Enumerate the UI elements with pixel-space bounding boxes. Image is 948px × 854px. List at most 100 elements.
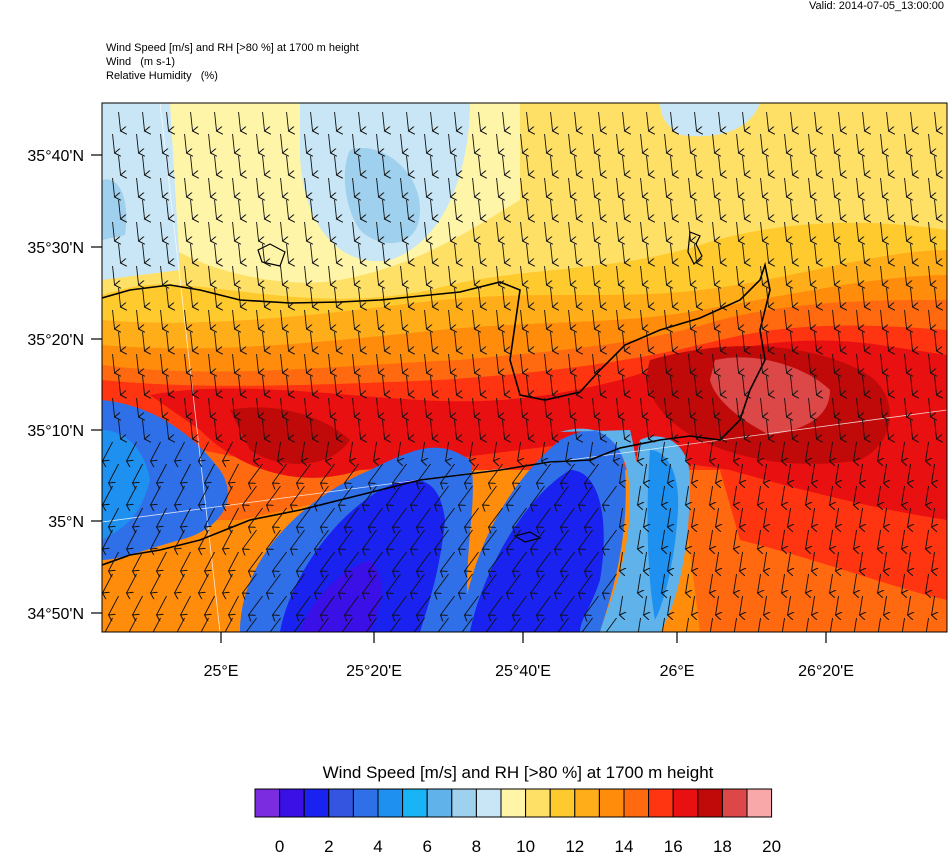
wind-arrow xyxy=(808,397,811,417)
colorbar-swatch xyxy=(525,788,551,818)
wind-arrow xyxy=(181,463,191,483)
wind-arrow xyxy=(640,265,643,285)
wind-arrow xyxy=(574,111,577,131)
wind-arrow xyxy=(382,199,385,219)
wind-arrow xyxy=(485,617,497,632)
wind-arrow xyxy=(880,265,883,285)
wind-arrow xyxy=(526,331,529,351)
wind-arrow xyxy=(902,573,905,593)
wind-arrow xyxy=(208,177,211,197)
wind-arrow xyxy=(424,353,427,373)
wind-arrow xyxy=(448,397,451,417)
wind-arrow xyxy=(166,111,169,131)
wind-arrow xyxy=(417,463,431,483)
wind-arrow xyxy=(400,221,403,241)
wind-arrow xyxy=(224,617,233,632)
wind-arrow xyxy=(208,309,211,329)
wind-arrow xyxy=(856,133,859,153)
wind-arrow xyxy=(934,243,937,263)
lon-label: 25°40'E xyxy=(495,663,551,680)
wind-arrow xyxy=(646,375,649,395)
wind-arrow xyxy=(544,221,547,241)
wind-arrow xyxy=(664,177,667,197)
wind-arrow xyxy=(280,177,283,197)
wind-arrow xyxy=(441,595,455,615)
wind-arrow xyxy=(430,243,433,263)
colorbar-tick-label: 10 xyxy=(516,837,535,854)
wind-arrow xyxy=(496,177,499,197)
wind-arrow xyxy=(878,573,881,593)
wind-arrow xyxy=(509,617,521,632)
wind-arrow xyxy=(520,177,523,197)
wind-arrow xyxy=(520,133,523,153)
wind-arrow xyxy=(208,133,211,153)
wind-arrow xyxy=(758,529,761,549)
wind-arrow xyxy=(411,529,425,549)
wind-arrow xyxy=(376,133,379,153)
wind-arrow xyxy=(223,573,233,593)
wind-arrow xyxy=(321,463,335,483)
wind-arrow xyxy=(109,463,119,483)
wind-arrow xyxy=(832,221,835,241)
colorbar-tick-label: 16 xyxy=(664,837,683,854)
wind-arrow xyxy=(142,199,145,219)
wind-arrow xyxy=(686,529,689,549)
wind-arrow xyxy=(908,595,911,615)
wind-arrow xyxy=(208,265,211,285)
wind-arrow xyxy=(310,199,313,219)
wind-arrow xyxy=(280,133,283,153)
wind-arrow xyxy=(286,199,289,219)
wind-arrow xyxy=(886,243,889,263)
wind-arrow xyxy=(568,221,571,241)
wind-arrow xyxy=(764,595,767,615)
wind-arrow xyxy=(465,507,479,527)
wind-arrow xyxy=(406,243,409,263)
wind-arrow xyxy=(526,199,529,219)
wind-arrow xyxy=(760,353,763,373)
wind-arrow xyxy=(448,221,451,241)
wind-arrow xyxy=(740,595,743,615)
wind-arrow xyxy=(932,463,935,483)
wind-arrow xyxy=(262,155,265,175)
wind-arrow xyxy=(118,155,121,175)
wind-arrow xyxy=(166,155,169,175)
wind-arrow xyxy=(550,243,553,263)
wind-arrow xyxy=(814,199,817,219)
wind-arrow xyxy=(932,551,935,571)
wind-arrow xyxy=(374,441,377,461)
wind-arrow xyxy=(880,221,883,241)
lon-label: 25°20'E xyxy=(346,663,402,680)
wind-arrow xyxy=(358,331,361,351)
wind-arrow xyxy=(928,221,931,241)
wind-arrow xyxy=(736,309,739,329)
lat-label: 35°10'N xyxy=(27,423,84,440)
wind-arrow xyxy=(862,375,865,395)
wind-arrow xyxy=(878,441,881,461)
wind-arrow xyxy=(664,221,667,241)
wind-arrow xyxy=(692,463,695,483)
wind-arrow xyxy=(136,133,139,153)
wind-arrow xyxy=(352,265,355,285)
wind-arrow xyxy=(157,595,167,615)
wind-arrow xyxy=(718,331,721,351)
wind-arrow xyxy=(200,617,209,632)
wind-arrow xyxy=(734,441,737,461)
wind-arrow xyxy=(537,463,551,483)
wind-arrow xyxy=(766,111,769,131)
wind-arrow xyxy=(710,441,713,461)
wind-arrow xyxy=(926,441,929,461)
wind-arrow xyxy=(592,353,595,373)
wind-arrow xyxy=(382,155,385,175)
wind-arrow xyxy=(254,441,257,461)
wind-arrow xyxy=(884,595,887,615)
wind-arrow xyxy=(585,463,599,483)
wind-arrow xyxy=(603,485,617,505)
wind-arrow xyxy=(856,265,859,285)
wind-arrow xyxy=(640,221,643,241)
wind-arrow xyxy=(406,111,409,131)
colorbar-swatch xyxy=(279,788,305,818)
wind-arrow xyxy=(472,309,475,329)
wind-arrow xyxy=(784,265,787,285)
wind-arrow xyxy=(838,331,841,351)
wind-arrow xyxy=(273,551,287,571)
